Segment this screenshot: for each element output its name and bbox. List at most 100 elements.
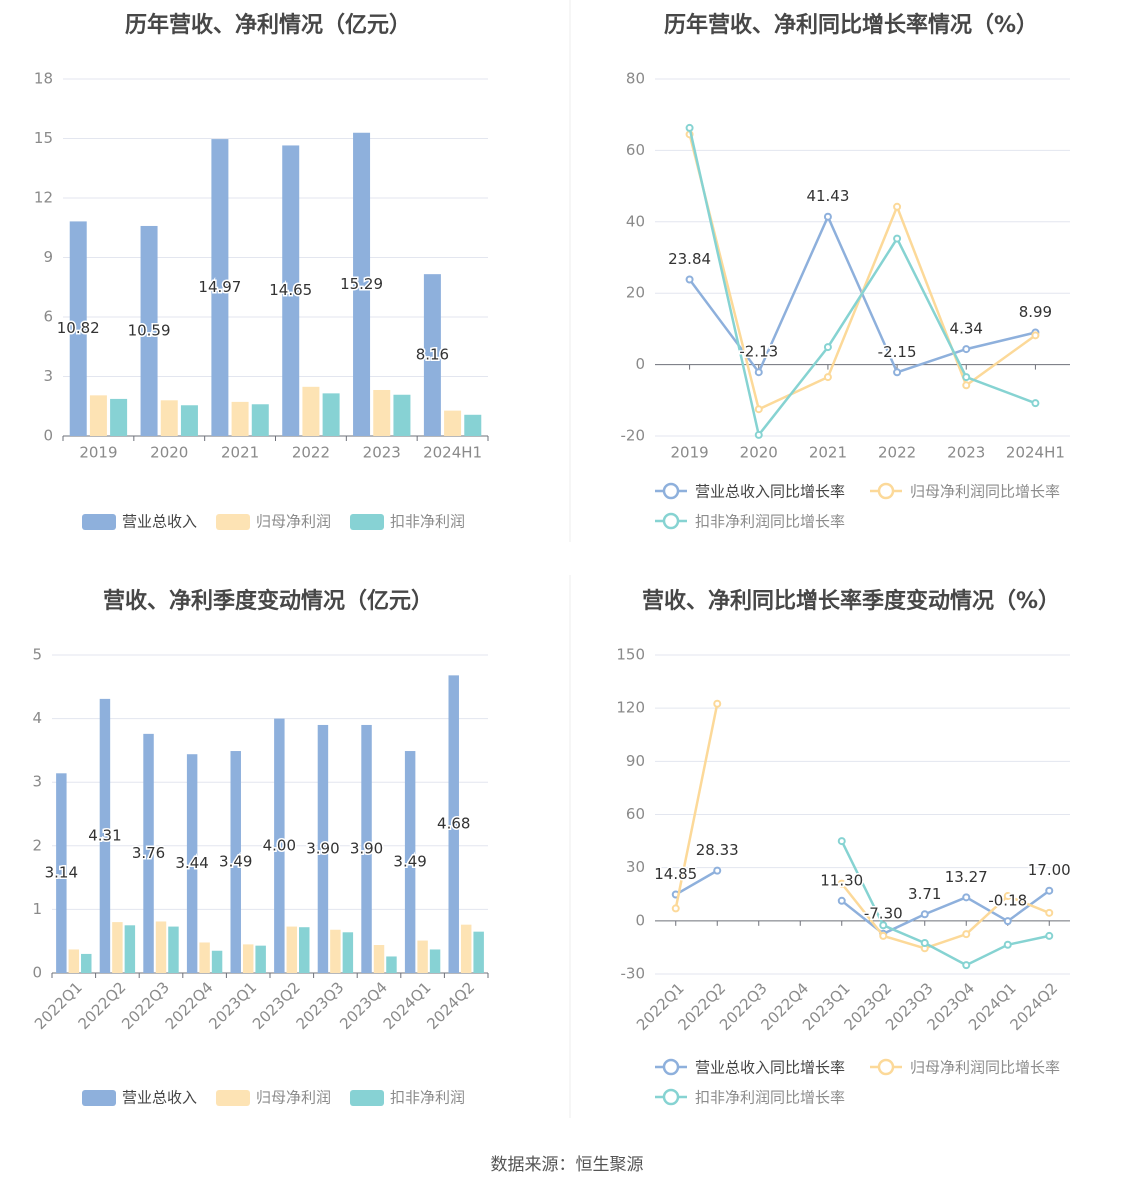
bar-deducted-profit [180, 405, 198, 436]
data-point [754, 368, 763, 377]
data-label: 3.49 [219, 853, 252, 871]
legend-label: 归母净利润同比增长率 [910, 1059, 1060, 1077]
bar-net-profit [89, 395, 107, 436]
bar-deducted-profit [393, 394, 411, 436]
bar-revenue [99, 698, 111, 973]
data-point [1031, 331, 1040, 340]
bar-revenue [186, 754, 198, 973]
data-point [962, 345, 971, 354]
legend-swatch [82, 1090, 116, 1106]
data-label: -0.18 [988, 892, 1027, 910]
bar-deducted-profit [168, 926, 179, 973]
bar-deducted-profit [124, 925, 136, 973]
legend-label: 营业总收入 [122, 1089, 197, 1107]
bar-revenue [448, 675, 459, 973]
data-point [920, 910, 929, 919]
legend-swatch [662, 1088, 680, 1106]
y-tick-label: 3 [43, 367, 53, 385]
legend-swatch [877, 482, 895, 500]
legend-item: 归母净利润同比增长率 [870, 483, 1060, 501]
y-tick-label: 60 [626, 141, 645, 159]
x-tick-label: 2024Q1 [380, 978, 435, 1033]
x-tick-label: 2023Q3 [293, 978, 348, 1033]
data-point [1045, 886, 1054, 895]
bar-net-profit [302, 386, 320, 436]
y-tick-label: 5 [32, 646, 42, 664]
legend-swatch [216, 514, 250, 530]
data-label: 3.71 [908, 885, 941, 903]
bar-net-profit [460, 924, 472, 973]
bar-net-profit [286, 926, 298, 973]
bar-revenue [404, 751, 416, 973]
data-point [962, 930, 971, 939]
data-point [1045, 931, 1054, 940]
data-label: 4.68 [437, 815, 470, 833]
y-tick-label: 60 [626, 805, 645, 823]
x-tick-label: 2023Q4 [336, 978, 391, 1033]
chart-2: 历年营收、净利同比增长率情况（%） -20 0 20 40 60 80 2019 2020 202… [621, 12, 1070, 531]
data-label: 14.85 [654, 865, 697, 883]
data-label: 10.59 [128, 321, 171, 339]
legend-label: 扣非净利润 [390, 1089, 465, 1107]
y-tick-label: 150 [616, 646, 645, 664]
legend-label: 扣非净利润同比增长率 [695, 1089, 845, 1107]
data-label: -2.15 [878, 343, 917, 361]
bar-net-profit [242, 944, 254, 973]
legend-label: 扣非净利润 [390, 513, 465, 531]
data-point [754, 405, 763, 414]
data-label: 3.90 [306, 839, 339, 857]
y-tick-label: 120 [616, 699, 645, 717]
x-tick-label: 2023Q1 [205, 978, 260, 1033]
bar-deducted-profit [81, 953, 92, 973]
series-line [675, 869, 718, 896]
y-tick-label: 1 [32, 900, 42, 918]
y-tick-label: 18 [34, 70, 53, 88]
data-label: 3.76 [132, 844, 165, 862]
data-label: 4.00 [263, 836, 296, 854]
bar-revenue [353, 132, 371, 436]
bar-net-profit [112, 922, 123, 973]
chart-title: 营收、净利季度变动情况（亿元） [103, 588, 433, 614]
series-line [688, 134, 1037, 411]
data-point [962, 893, 971, 902]
chart-3: 营收、净利季度变动情况（亿元）0123452022Q12022Q22022Q32… [31, 588, 489, 1107]
bar-revenue [211, 139, 229, 436]
data-point [920, 938, 929, 947]
data-point [1003, 917, 1012, 926]
bar-net-profit [417, 940, 428, 973]
data-point [879, 931, 888, 940]
data-point [823, 343, 832, 352]
legend-item: 营业总收入同比增长率 [655, 483, 845, 501]
x-tick-label: 2021 [809, 444, 847, 462]
legend-item: 扣非净利润同比增长率 [655, 513, 845, 531]
data-label: 8.99 [1019, 303, 1052, 321]
data-label: 3.90 [350, 839, 383, 857]
y-tick-label: 0 [43, 427, 53, 445]
bar-revenue [361, 724, 372, 973]
data-point [837, 837, 846, 846]
y-tick-label: 0 [635, 355, 645, 373]
data-label: 10.82 [57, 319, 100, 337]
bar-revenue [69, 221, 87, 436]
data-point [837, 879, 846, 888]
data-point [823, 373, 832, 382]
data-label: 28.33 [696, 841, 739, 859]
y-tick-label: 3 [32, 773, 42, 791]
data-point [685, 123, 694, 132]
y-tick-label: 90 [626, 752, 645, 770]
x-tick-label: 2022Q1 [31, 978, 86, 1033]
legend-swatch [662, 482, 680, 500]
bar-net-profit [68, 949, 80, 973]
bar-revenue [56, 773, 67, 973]
legend-item: 扣非净利润 [350, 1089, 465, 1107]
bar-revenue [317, 724, 329, 973]
legend-swatch [216, 1090, 250, 1106]
bar-net-profit [373, 945, 385, 973]
data-point [1003, 940, 1012, 949]
data-label: 17.00 [1028, 861, 1071, 879]
legend-item: 扣非净利润同比增长率 [655, 1089, 845, 1107]
data-point [837, 896, 846, 905]
legend-label: 营业总收入同比增长率 [695, 483, 845, 501]
data-point [1031, 399, 1040, 408]
